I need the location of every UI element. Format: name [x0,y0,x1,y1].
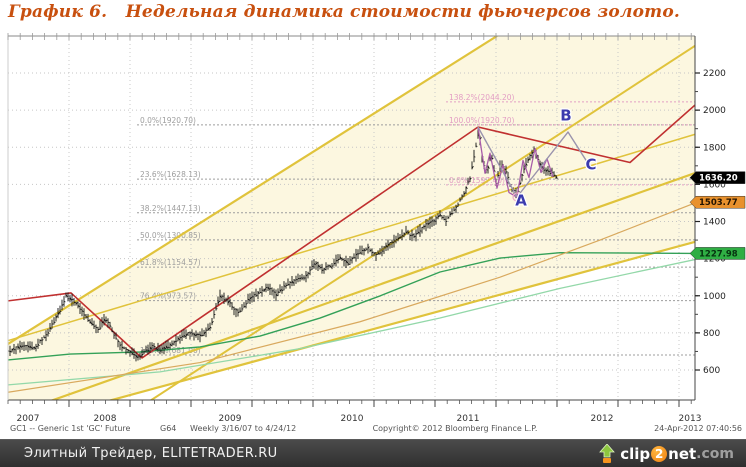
axis-price-tag: 1636.20 [689,171,746,184]
wave-a-marker [512,192,522,202]
svg-text:100.0%(681.00): 100.0%(681.00) [140,346,201,355]
svg-text:1000: 1000 [703,292,726,302]
svg-text:1800: 1800 [703,143,726,153]
svg-text:600: 600 [703,366,720,376]
trend-channel-band [8,36,695,400]
logo-2-badge: 2 [651,445,668,462]
svg-text:23.6%(1628.13): 23.6%(1628.13) [140,170,201,179]
svg-text:C: C [585,156,596,174]
svg-text:38.2%(1447.13): 38.2%(1447.13) [140,204,201,213]
svg-text:2000: 2000 [703,106,726,116]
svg-text:2007: 2007 [17,414,40,424]
svg-text:61.8%(1154.57): 61.8%(1154.57) [140,258,201,267]
svg-text:2013: 2013 [679,414,702,424]
logo-clip-text: clip [620,444,651,463]
weekly-price-bars [8,129,558,362]
status-security: GC1 -- Generic 1st 'GC' Future [10,424,131,433]
svg-text:1227.98: 1227.98 [699,249,738,259]
x-axis-years: 2007 2008 2009 2010 2011 2012 2013 [17,414,702,424]
fibonacci-extension: 138.2%(2044.20) 100.0%(1920.70) 0.0%(1597.… [446,93,695,186]
svg-text:1503.77: 1503.77 [699,198,738,208]
axis-price-tag: 1227.98 [689,247,746,260]
status-bar: GC1 -- Generic 1st 'GC' Future G64 Weekl… [10,424,742,433]
svg-text:76.4%(973.57): 76.4%(973.57) [140,292,196,301]
last-price-markers: 1636.20 1503.77 1227.98 [689,171,746,260]
svg-text:2200: 2200 [703,69,726,79]
svg-text:2009: 2009 [219,414,242,424]
status-datetime: 24-Apr-2012 07:40:56 [654,424,742,433]
svg-text:138.2%(2044.20): 138.2%(2044.20) [449,93,515,102]
y-axis: 6008001000120014001600180020002200 [695,69,726,376]
svg-text:B: B [560,107,571,125]
footer-bar: Элитный Трейдер, ELITETRADER.RU clip 2 n… [0,439,746,467]
svg-text:800: 800 [703,329,720,339]
upload-arrow-icon [599,443,616,463]
status-range: Weekly 3/16/07 to 4/24/12 [190,424,296,433]
abc-projection [477,126,589,202]
svg-text:2012: 2012 [591,414,614,424]
plot-frame [7,33,696,407]
svg-text:2008: 2008 [94,414,117,424]
status-copyright: Copyright© 2012 Bloomberg Finance L.P. [373,424,538,433]
status-code: G64 [160,424,176,433]
svg-text:2011: 2011 [457,414,480,424]
moving-averages [8,202,695,393]
svg-text:0.0%(1920.70): 0.0%(1920.70) [140,116,196,125]
svg-text:1636.20: 1636.20 [699,174,738,184]
svg-text:100.0%(1920.70): 100.0%(1920.70) [449,116,515,125]
trend-channel-lines [8,36,695,400]
svg-text:A: A [515,191,527,209]
chart-layers: 0.0%(1920.70) 23.6%(1628.13) 38.2%(1447.13… [7,33,746,424]
gold-futures-chart: 0.0%(1920.70) 23.6%(1628.13) 38.2%(1447.13… [7,33,746,433]
clip2net-logo[interactable]: clip 2 net .com [598,443,734,464]
svg-text:0.0%(1597.40): 0.0%(1597.40) [449,176,505,185]
axis-price-tag: 1503.77 [689,195,746,209]
svg-text:2010: 2010 [341,414,364,424]
svg-text:1600: 1600 [703,180,726,190]
svg-text:50.0%(1300.85): 50.0%(1300.85) [140,231,201,240]
logo-net-text: net [668,444,697,463]
wave-letters: A B C [514,105,598,210]
svg-text:1400: 1400 [703,218,726,228]
swing-lines-red [8,103,695,359]
page-title: График 6. Недельная динамика стоимости ф… [8,2,681,22]
footer-credit-text: Элитный Трейдер, ELITETRADER.RU [24,446,278,461]
logo-com-text: .com [696,445,734,462]
